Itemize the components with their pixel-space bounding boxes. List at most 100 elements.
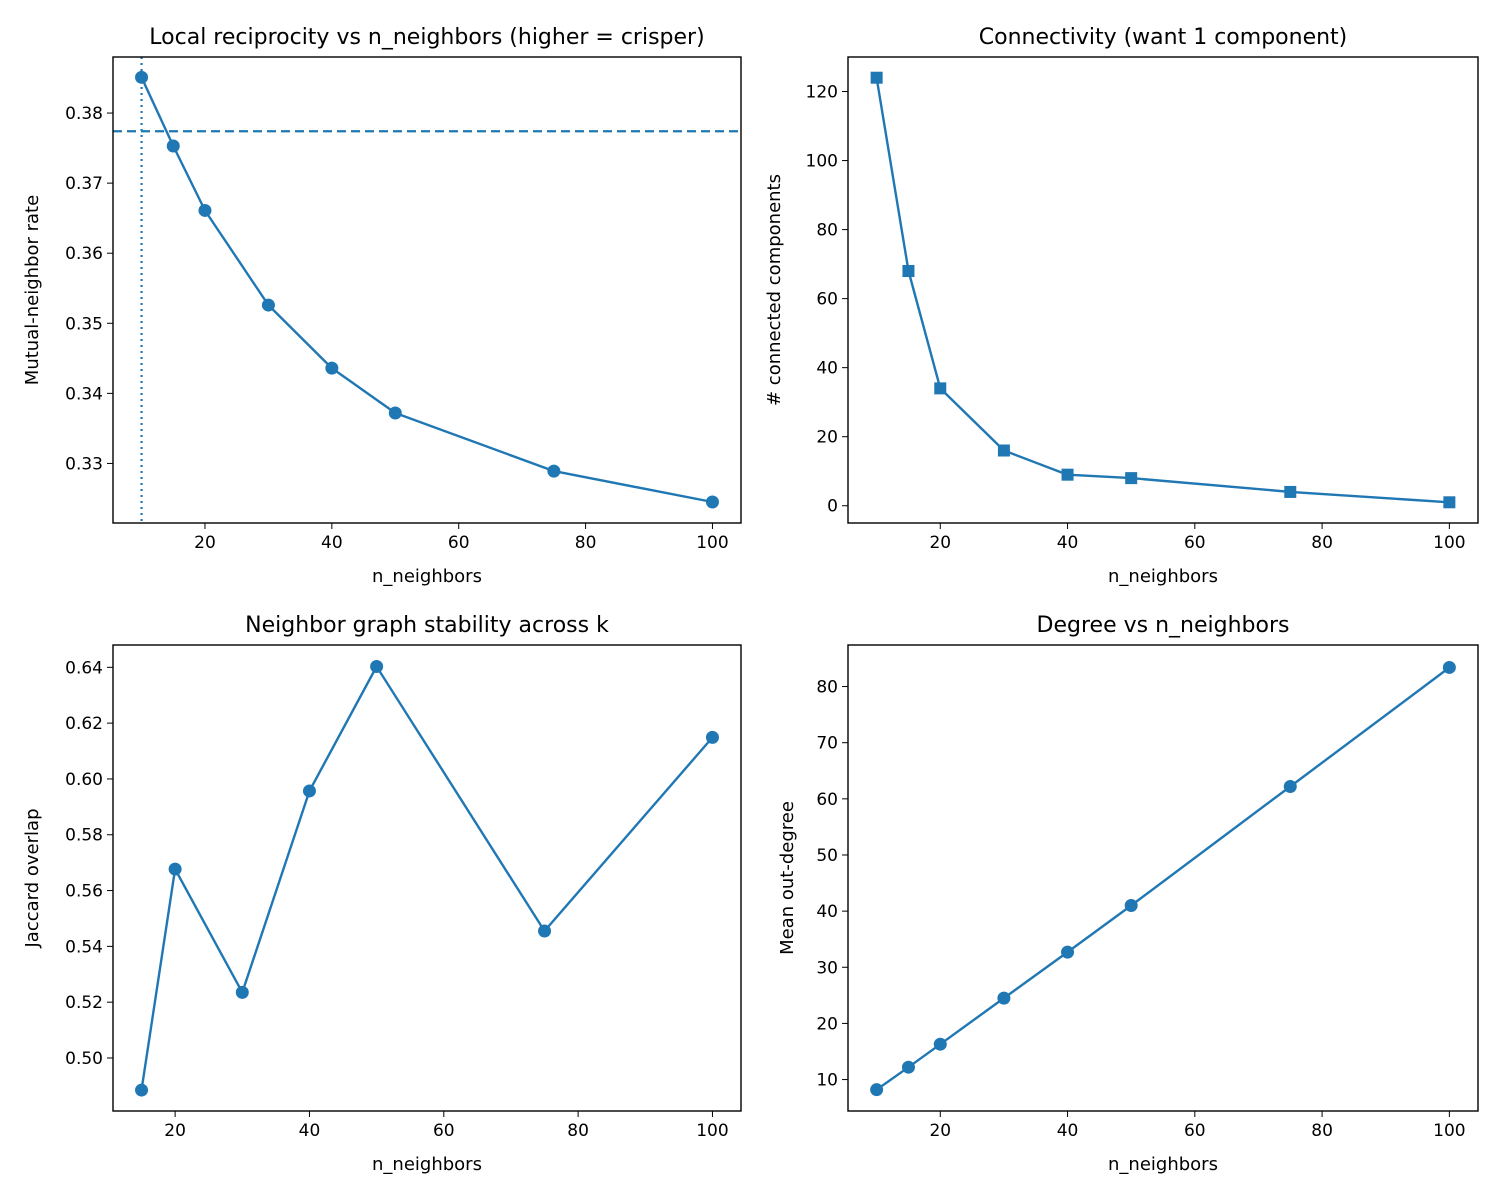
series-line (875, 77, 1450, 504)
data-point (997, 991, 1011, 1005)
x-tick-label: 40 (321, 533, 343, 553)
y-axis-label: # connected components (764, 174, 785, 406)
y-tick-label: 80 (816, 678, 838, 698)
data-point (1283, 779, 1297, 793)
y-tick-label: 70 (816, 734, 838, 754)
axes-frame (112, 56, 742, 524)
series-line (875, 666, 1451, 1091)
y-tick-label: 0.64 (65, 658, 103, 678)
x-tick-label: 100 (696, 533, 728, 553)
data-point (135, 1083, 149, 1097)
y-tick-label: 40 (816, 359, 838, 379)
data-point (1061, 468, 1074, 481)
panel-title: Connectivity (want 1 component) (979, 25, 1348, 50)
data-point (388, 406, 402, 420)
x-tick-label: 80 (567, 1121, 589, 1141)
x-tick-label: 80 (575, 533, 597, 553)
data-point (1443, 496, 1456, 509)
x-tick-label: 100 (696, 1121, 728, 1141)
data-point (302, 784, 316, 798)
data-point (870, 1083, 884, 1097)
y-tick-label: 0.33 (65, 454, 103, 474)
x-tick-label: 80 (1311, 1121, 1333, 1141)
x-tick-label: 40 (1057, 1121, 1079, 1141)
y-tick-label: 0.58 (65, 826, 103, 846)
y-tick-label: 0.60 (65, 770, 103, 790)
data-point (538, 924, 552, 938)
data-point (1284, 485, 1297, 498)
panel-title: Neighbor graph stability across k (245, 613, 609, 638)
data-point (933, 1037, 947, 1051)
y-tick-label: 20 (816, 1014, 838, 1034)
axes-frame (847, 56, 1479, 524)
x-tick-label: 40 (299, 1121, 321, 1141)
y-tick-label: 0.34 (65, 384, 103, 404)
y-tick-label: 30 (816, 958, 838, 978)
data-point (166, 139, 180, 153)
data-point (1442, 660, 1456, 674)
y-tick-label: 0.54 (65, 937, 103, 957)
x-tick-label: 20 (929, 533, 951, 553)
data-point (261, 298, 275, 312)
panel-local-reciprocity: Local reciprocity vs n_neighbors (higher… (22, 25, 742, 587)
panel-degree: Degree vs n_neighbors n_neighbors Mean o… (777, 613, 1479, 1175)
panel-connectivity: Connectivity (want 1 component) n_neighb… (764, 25, 1479, 587)
data-point (325, 361, 339, 375)
y-tick-label: 0.62 (65, 714, 103, 734)
y-tick-label: 50 (816, 846, 838, 866)
data-point (902, 265, 915, 278)
data-point (870, 71, 883, 84)
x-tick-label: 60 (1184, 1121, 1206, 1141)
data-point (168, 862, 182, 876)
axes-frame (847, 644, 1479, 1112)
y-tick-label: 10 (816, 1071, 838, 1091)
y-tick-label: 0.52 (65, 993, 103, 1013)
data-point (198, 203, 212, 217)
data-point (370, 659, 384, 673)
x-tick-label: 40 (1057, 533, 1079, 553)
data-point (235, 985, 249, 999)
x-tick-label: 20 (194, 533, 216, 553)
data-point (705, 730, 719, 744)
y-axis-label: Mutual-neighbor rate (22, 195, 43, 385)
y-tick-label: 60 (816, 290, 838, 310)
panel-title: Local reciprocity vs n_neighbors (higher… (149, 25, 704, 50)
data-point (901, 1060, 915, 1074)
x-tick-label: 60 (448, 533, 470, 553)
x-axis-label: n_neighbors (1108, 1154, 1218, 1175)
y-tick-label: 0.36 (65, 244, 103, 264)
x-tick-label: 20 (164, 1121, 186, 1141)
data-point (1125, 472, 1138, 485)
y-tick-label: 0.37 (65, 174, 103, 194)
y-tick-label: 20 (816, 428, 838, 448)
x-tick-label: 60 (1184, 533, 1206, 553)
data-point (135, 70, 149, 84)
x-tick-label: 60 (433, 1121, 455, 1141)
data-point (547, 464, 561, 478)
data-point (705, 495, 719, 509)
y-tick-label: 0.38 (65, 104, 103, 124)
panel-title: Degree vs n_neighbors (1037, 613, 1290, 638)
y-axis-label: Jaccard overlap (22, 809, 43, 949)
y-tick-label: 0.56 (65, 882, 103, 902)
x-axis-label: n_neighbors (372, 566, 482, 587)
x-tick-label: 100 (1433, 533, 1465, 553)
y-axis-label: Mean out-degree (777, 801, 798, 955)
data-point (1124, 899, 1138, 913)
x-tick-label: 100 (1433, 1121, 1465, 1141)
y-tick-label: 120 (806, 83, 838, 103)
y-tick-label: 0.35 (65, 314, 103, 334)
y-tick-label: 0 (827, 497, 838, 517)
x-axis-label: n_neighbors (372, 1154, 482, 1175)
y-tick-label: 80 (816, 221, 838, 241)
x-axis-label: n_neighbors (1108, 566, 1218, 587)
y-tick-label: 0.50 (65, 1049, 103, 1069)
axes-frame (112, 644, 742, 1112)
data-point (1061, 945, 1075, 959)
data-point (934, 382, 947, 395)
data-point (997, 444, 1010, 457)
x-tick-label: 20 (929, 1121, 951, 1141)
y-tick-label: 40 (816, 902, 838, 922)
